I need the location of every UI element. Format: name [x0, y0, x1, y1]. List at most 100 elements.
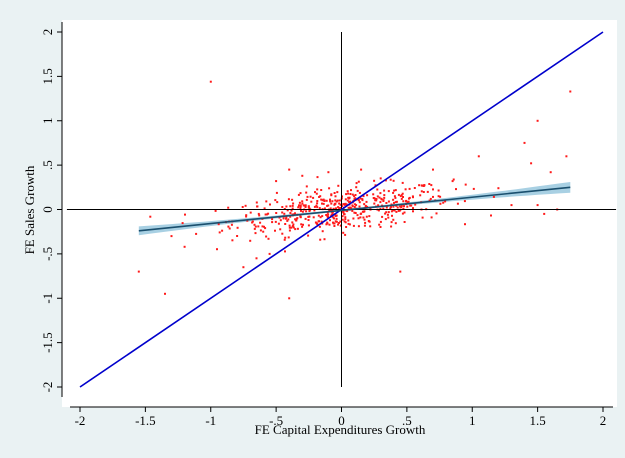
data-point: [298, 204, 300, 207]
data-point: [523, 141, 526, 144]
data-point: [395, 210, 398, 213]
data-point: [358, 191, 361, 194]
data-point: [288, 168, 291, 171]
data-point: [430, 216, 433, 219]
data-point: [363, 203, 366, 206]
data-point: [349, 200, 352, 203]
data-point: [363, 218, 366, 221]
data-point: [347, 219, 350, 222]
data-point: [264, 213, 267, 216]
data-point: [218, 231, 221, 234]
data-point: [349, 206, 352, 209]
data-point: [336, 191, 339, 194]
data-point: [378, 223, 381, 226]
data-point: [301, 174, 304, 177]
data-point: [439, 202, 442, 205]
data-point: [338, 199, 341, 202]
data-point: [307, 205, 310, 208]
data-point: [331, 200, 334, 203]
data-point: [263, 207, 266, 210]
data-point: [419, 194, 422, 197]
data-point: [359, 212, 362, 215]
data-point: [289, 205, 292, 208]
data-point: [331, 211, 334, 214]
data-point: [376, 188, 379, 191]
data-point: [332, 222, 335, 225]
data-point: [316, 206, 319, 209]
data-point: [355, 182, 358, 185]
data-point: [379, 192, 382, 195]
data-point: [356, 214, 359, 217]
data-point: [406, 205, 409, 208]
data-point: [291, 221, 294, 224]
fit-line: [138, 186, 571, 232]
data-point: [316, 188, 319, 191]
data-point: [170, 235, 173, 238]
data-point: [253, 227, 256, 230]
data-point: [397, 193, 400, 196]
data-point: [302, 223, 304, 226]
data-point: [274, 220, 277, 223]
data-point: [393, 189, 396, 192]
data-point: [275, 212, 278, 214]
y-tick-label: 0: [40, 206, 55, 213]
data-point: [281, 232, 284, 235]
data-point: [394, 196, 397, 199]
data-point: [347, 206, 350, 209]
data-point: [395, 204, 398, 207]
data-point: [314, 191, 316, 194]
y-tick-label: -1.5: [40, 332, 55, 353]
data-point: [387, 211, 390, 214]
data-point: [338, 202, 341, 205]
data-point: [333, 203, 336, 206]
data-point: [383, 194, 386, 197]
data-point: [291, 198, 294, 201]
data-point: [288, 226, 291, 229]
data-point: [284, 223, 287, 225]
data-point: [319, 238, 322, 241]
data-point: [318, 207, 321, 210]
data-point: [326, 222, 329, 225]
data-point: [382, 207, 385, 210]
data-point: [379, 220, 382, 223]
data-point: [255, 257, 258, 260]
data-point: [497, 187, 500, 190]
data-point: [435, 212, 438, 215]
data-point: [384, 218, 387, 221]
data-point: [333, 217, 335, 220]
data-point: [307, 224, 310, 227]
data-point: [373, 202, 376, 205]
data-point: [401, 181, 404, 184]
data-point: [279, 219, 282, 222]
data-point: [277, 222, 280, 225]
data-point: [345, 193, 348, 196]
y-axis-title: FE Sales Growth: [22, 165, 37, 254]
data-point: [291, 225, 294, 228]
data-point: [357, 217, 360, 220]
data-point: [305, 210, 308, 213]
data-point: [295, 217, 298, 220]
data-point: [363, 224, 366, 227]
data-point: [455, 188, 457, 191]
data-point: [325, 199, 328, 202]
data-point: [271, 221, 274, 224]
data-point: [299, 205, 302, 208]
reference-lines: [66, 31, 617, 388]
data-point: [332, 207, 335, 210]
data-point: [329, 200, 332, 203]
data-point: [296, 227, 299, 230]
data-point: [305, 198, 308, 201]
data-point: [392, 205, 395, 208]
data-point: [209, 80, 212, 83]
y-tick-label: 1.5: [40, 68, 55, 84]
data-point: [359, 216, 362, 219]
data-point: [422, 185, 425, 187]
data-point: [329, 198, 331, 201]
data-point: [320, 198, 323, 201]
data-point: [230, 223, 233, 226]
data-point: [316, 223, 319, 225]
data-point: [310, 200, 313, 203]
data-point: [251, 220, 254, 223]
data-point: [269, 203, 271, 206]
data-point: [374, 199, 377, 202]
